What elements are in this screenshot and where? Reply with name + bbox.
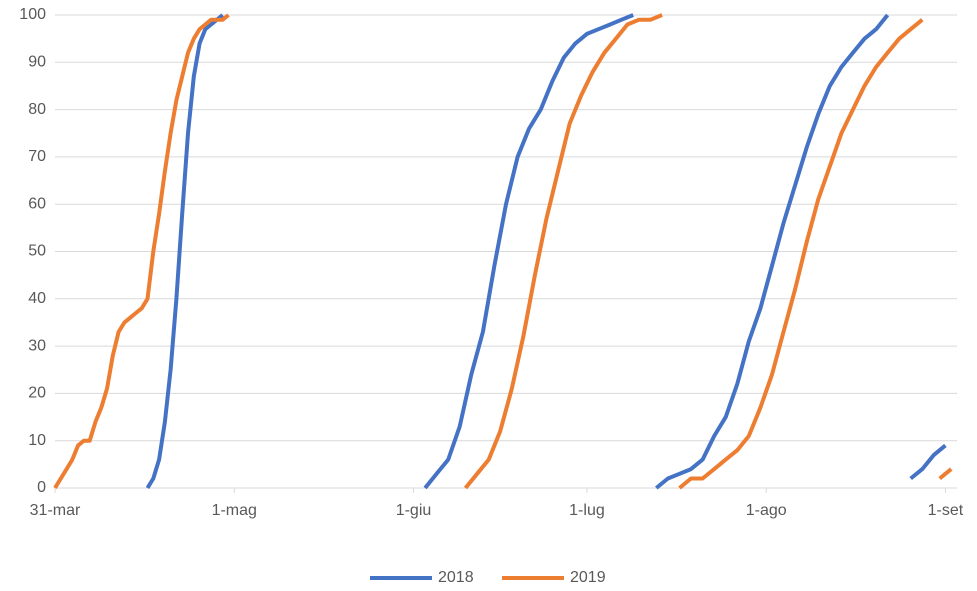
series-line xyxy=(145,13,947,490)
legend-label: 2019 xyxy=(570,569,606,586)
y-tick-label: 20 xyxy=(28,385,46,402)
y-tick-label: 90 xyxy=(28,54,46,71)
y-tick-label: 40 xyxy=(28,290,46,307)
y-tick-label: 30 xyxy=(28,337,46,354)
legend-label: 2018 xyxy=(438,569,474,586)
y-tick-label: 0 xyxy=(37,479,46,496)
y-tick-label: 50 xyxy=(28,243,46,260)
x-tick-label: 1-ago xyxy=(746,502,787,519)
x-tick-label: 1-giu xyxy=(396,502,432,519)
x-tick-label: 31-mar xyxy=(30,502,81,519)
x-tick-label: 1-mag xyxy=(212,502,257,519)
y-tick-label: 80 xyxy=(28,101,46,118)
x-tick-label: 1-lug xyxy=(569,502,605,519)
x-tick-label: 1-set xyxy=(928,502,964,519)
y-tick-label: 60 xyxy=(28,195,46,212)
y-tick-label: 70 xyxy=(28,148,46,165)
y-tick-label: 100 xyxy=(19,6,46,23)
series-line xyxy=(53,13,953,490)
y-tick-label: 10 xyxy=(28,432,46,449)
